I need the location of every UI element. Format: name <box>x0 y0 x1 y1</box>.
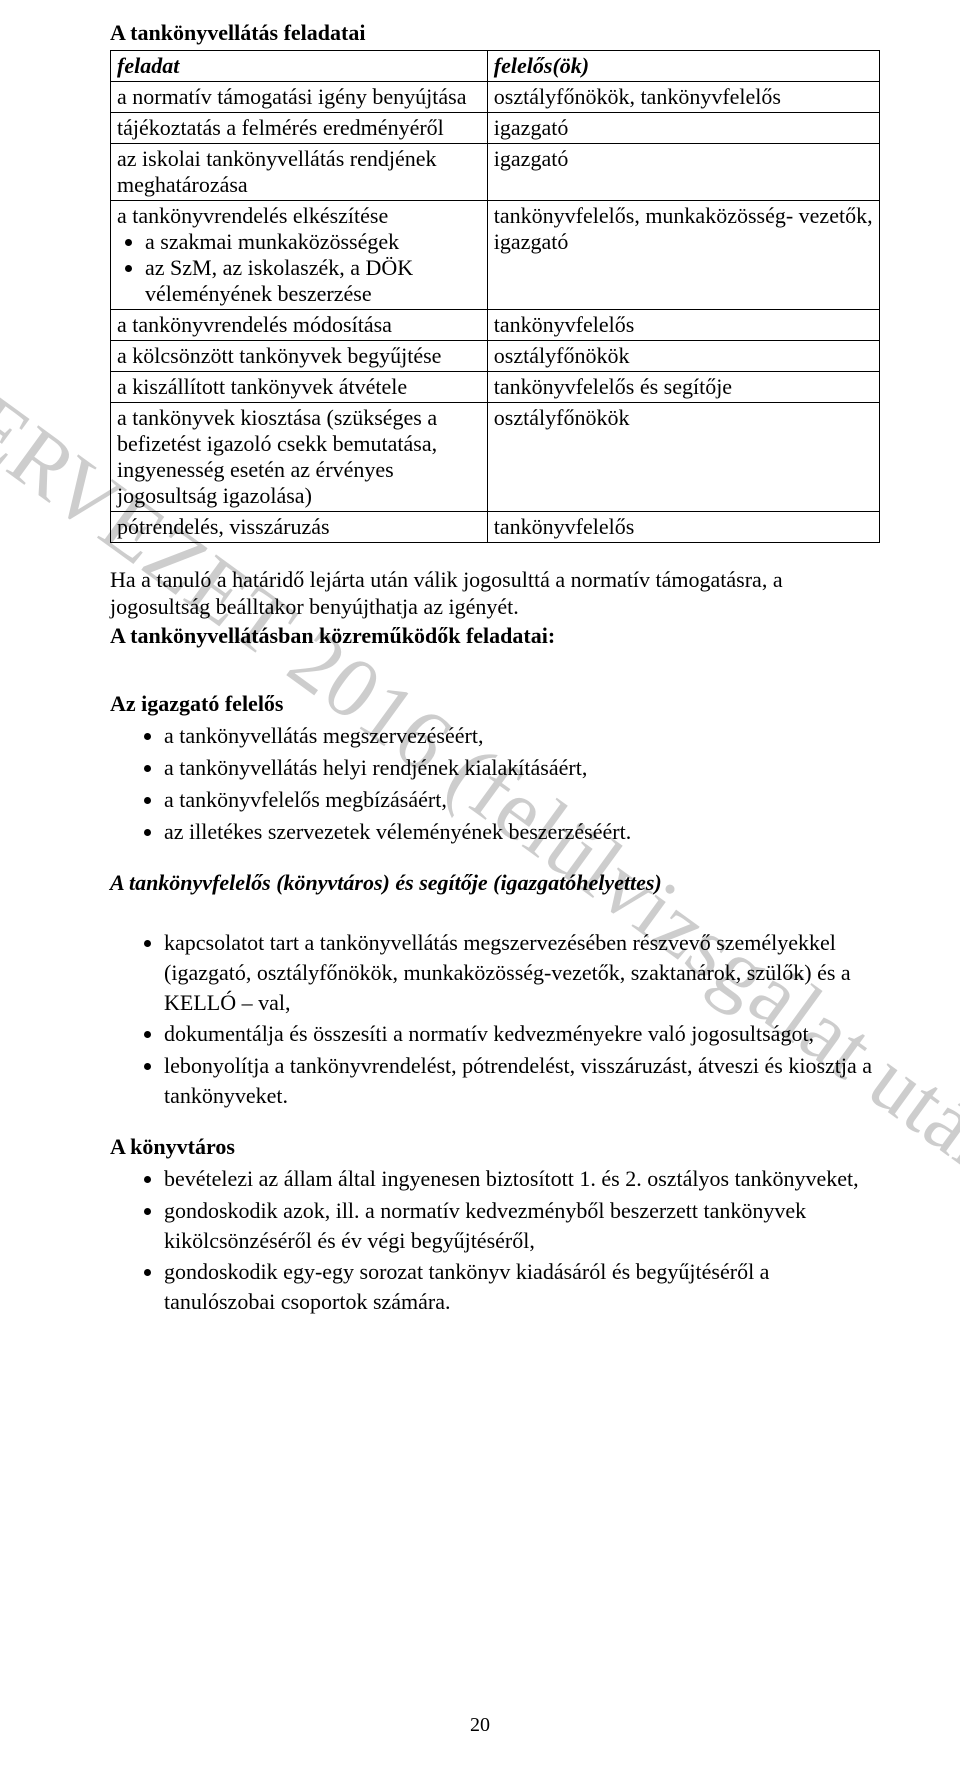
section-title: A tankönyvellátás feladatai <box>110 20 880 46</box>
page-number: 20 <box>470 1714 490 1737</box>
table-row: pótrendelés, visszáruzás tankönyvfelelős <box>111 512 880 543</box>
cell-left: a tankönyvek kiosztása (szükséges a befi… <box>111 403 488 512</box>
cell-left: a tankönyvrendelés módosítása <box>111 310 488 341</box>
cell-right: igazgató <box>487 144 879 201</box>
cell-left: tájékoztatás a felmérés eredményéről <box>111 113 488 144</box>
heading-igazgato: Az igazgató felelős <box>110 691 880 717</box>
inner-bullet: az SzM, az iskolaszék, a DÖK véleményéne… <box>145 255 481 307</box>
cell-left: a kiszállított tankönyvek átvétele <box>111 372 488 403</box>
list-item: dokumentálja és összesíti a normatív ked… <box>164 1019 880 1049</box>
list-item: a tankönyvfelelős megbízásáért, <box>164 785 880 815</box>
list-item: gondoskodik egy-egy sorozat tankönyv kia… <box>164 1257 880 1316</box>
cell-left-text: a tankönyvrendelés elkészítése <box>117 203 388 228</box>
list-item: az illetékes szervezetek véleményének be… <box>164 817 880 847</box>
table-row: tájékoztatás a felmérés eredményéről iga… <box>111 113 880 144</box>
cell-left: a normatív támogatási igény benyújtása <box>111 82 488 113</box>
page-content: A tankönyvellátás feladatai feladat fele… <box>110 20 880 1317</box>
felelos-bullets: kapcsolatot tart a tankönyvellátás megsz… <box>110 928 880 1110</box>
table-row: a kölcsönzött tankönyvek begyűjtése oszt… <box>111 341 880 372</box>
cell-left: pótrendelés, visszáruzás <box>111 512 488 543</box>
list-item: kapcsolatot tart a tankönyvellátás megsz… <box>164 928 880 1017</box>
table-header-row: feladat felelős(ök) <box>111 51 880 82</box>
cell-inner-bullets: a szakmai munkaközösségek az SzM, az isk… <box>117 229 481 307</box>
heading-felelos: A tankönyvfelelős (könyvtáros) és segítő… <box>110 870 880 896</box>
table-row: a kiszállított tankönyvek átvétele tankö… <box>111 372 880 403</box>
cell-right: osztályfőnökök, tankönyvfelelős <box>487 82 879 113</box>
cell-right: tankönyvfelelős, munkaközösség- vezetők,… <box>487 201 879 310</box>
cell-left: a tankönyvrendelés elkészítése a szakmai… <box>111 201 488 310</box>
cell-left: az iskolai tankönyvellátás rendjének meg… <box>111 144 488 201</box>
table-row: a tankönyvek kiosztása (szükséges a befi… <box>111 403 880 512</box>
list-item: gondoskodik azok, ill. a normatív kedvez… <box>164 1196 880 1255</box>
inner-bullet: a szakmai munkaközösségek <box>145 229 481 255</box>
list-item: bevételezi az állam által ingyenesen biz… <box>164 1164 880 1194</box>
cell-right: igazgató <box>487 113 879 144</box>
igazgato-bullets: a tankönyvellátás megszervezéséért, a ta… <box>110 721 880 846</box>
cell-right: tankönyvfelelős és segítője <box>487 372 879 403</box>
col-header-feladat: feladat <box>111 51 488 82</box>
table-row: a tankönyvrendelés elkészítése a szakmai… <box>111 201 880 310</box>
list-item: lebonyolítja a tankönyvrendelést, pótren… <box>164 1051 880 1110</box>
table-row: a normatív támogatási igény benyújtása o… <box>111 82 880 113</box>
cell-right: osztályfőnökök <box>487 341 879 372</box>
cell-right: tankönyvfelelős <box>487 310 879 341</box>
konyvtaros-bullets: bevételezi az állam által ingyenesen biz… <box>110 1164 880 1316</box>
paragraph-bold: A tankönyvellátásban közreműködők felada… <box>110 623 880 650</box>
document-page: TERVEZET 2016 (felülvizsgálat után) A ta… <box>0 0 960 1767</box>
paragraph-intro: Ha a tanuló a határidő lejárta után váli… <box>110 567 880 621</box>
cell-right: tankönyvfelelős <box>487 512 879 543</box>
cell-left: a kölcsönzött tankönyvek begyűjtése <box>111 341 488 372</box>
list-item: a tankönyvellátás helyi rendjének kialak… <box>164 753 880 783</box>
heading-konyvtaros: A könyvtáros <box>110 1134 880 1160</box>
tasks-table: feladat felelős(ök) a normatív támogatás… <box>110 50 880 543</box>
cell-right: osztályfőnökök <box>487 403 879 512</box>
table-row: a tankönyvrendelés módosítása tankönyvfe… <box>111 310 880 341</box>
table-row: az iskolai tankönyvellátás rendjének meg… <box>111 144 880 201</box>
list-item: a tankönyvellátás megszervezéséért, <box>164 721 880 751</box>
col-header-felelos: felelős(ök) <box>487 51 879 82</box>
